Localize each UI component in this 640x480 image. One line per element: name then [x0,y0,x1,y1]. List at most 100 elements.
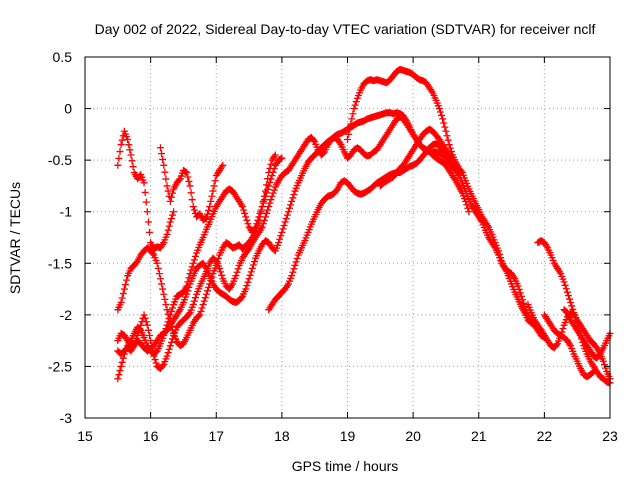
data-point [165,222,173,230]
data-point [196,311,204,319]
data-point [260,216,268,224]
data-point [126,146,134,154]
data-point [162,301,170,309]
data-point [256,209,264,217]
series-track-11 [534,237,614,383]
data-point [140,179,148,187]
data-point [439,115,447,123]
data-point [210,182,218,190]
data-point [151,356,159,364]
data-point [497,254,505,262]
data-point [602,364,610,372]
data-point [243,216,251,224]
data-point [247,268,255,276]
data-point [265,182,273,190]
data-point [208,192,216,200]
x-tick-label: 16 [143,428,159,444]
data-point [232,272,240,280]
ticks-layer [84,56,611,419]
data-point [118,358,126,366]
data-point [344,136,351,144]
data-point [278,228,286,236]
data-point [167,215,175,223]
data-point [169,335,176,343]
data-point [144,326,152,334]
x-tick-label: 22 [537,428,553,444]
data-point [216,264,224,272]
data-point [351,101,359,109]
data-point [283,211,291,219]
data-point [188,263,196,271]
data-point [190,256,198,264]
data-point [128,157,136,165]
data-point [464,204,472,212]
data-point [121,281,129,289]
data-point [206,203,214,211]
data-point [252,223,260,231]
data-point [257,206,265,214]
data-point [187,266,195,274]
data-point [289,194,297,202]
data-point [159,285,167,293]
data-point [162,175,170,183]
data-point [261,213,269,221]
data-point [153,259,161,267]
data-point [161,168,169,176]
data-point [149,250,157,258]
data-point [142,198,150,206]
data-point [205,206,213,214]
data-point [265,203,273,211]
data-point [445,141,453,149]
data-point [267,160,275,168]
data-point [189,203,197,211]
series-track-13 [560,306,614,362]
data-point [264,206,272,214]
data-point [184,287,192,295]
data-point [163,182,171,190]
data-point [116,148,124,156]
data-point [118,294,126,302]
data-point [155,270,163,278]
data-point [164,187,172,195]
data-point [191,294,199,302]
y-tick-labels: 0.5 0 -0.5 -1 -1.5 -2 -2.5 -3 [48,49,72,426]
data-point [243,282,251,290]
data-point [143,321,151,329]
data-point [188,196,196,204]
data-point [561,281,569,289]
data-point [275,239,283,247]
data-point [254,216,262,224]
data-point [205,283,213,291]
data-point [218,271,226,279]
data-point [436,108,444,116]
data-point [552,341,560,349]
data-point [496,250,504,258]
data-point [438,111,446,119]
data-point [290,265,298,273]
data-point [435,105,443,113]
data-point [442,127,450,135]
data-point [142,318,150,326]
y-tick-label: -3 [60,410,73,426]
data-point [165,345,173,353]
data-point [293,254,301,262]
data-point [185,283,193,291]
data-point [261,192,269,200]
data-point [136,325,144,333]
data-point [166,311,174,319]
data-point [191,252,199,260]
data-point [559,325,567,333]
data-point [163,230,171,238]
data-point [197,307,205,315]
data-point [263,189,271,197]
data-point [166,218,174,226]
data-point [310,136,318,144]
data-point [119,290,127,298]
data-point [219,161,227,169]
data-point [115,371,123,379]
data-point [291,261,299,269]
y-tick-label: -0.5 [48,152,72,168]
data-point [187,189,195,197]
data-point [156,144,164,152]
data-point [167,193,175,201]
